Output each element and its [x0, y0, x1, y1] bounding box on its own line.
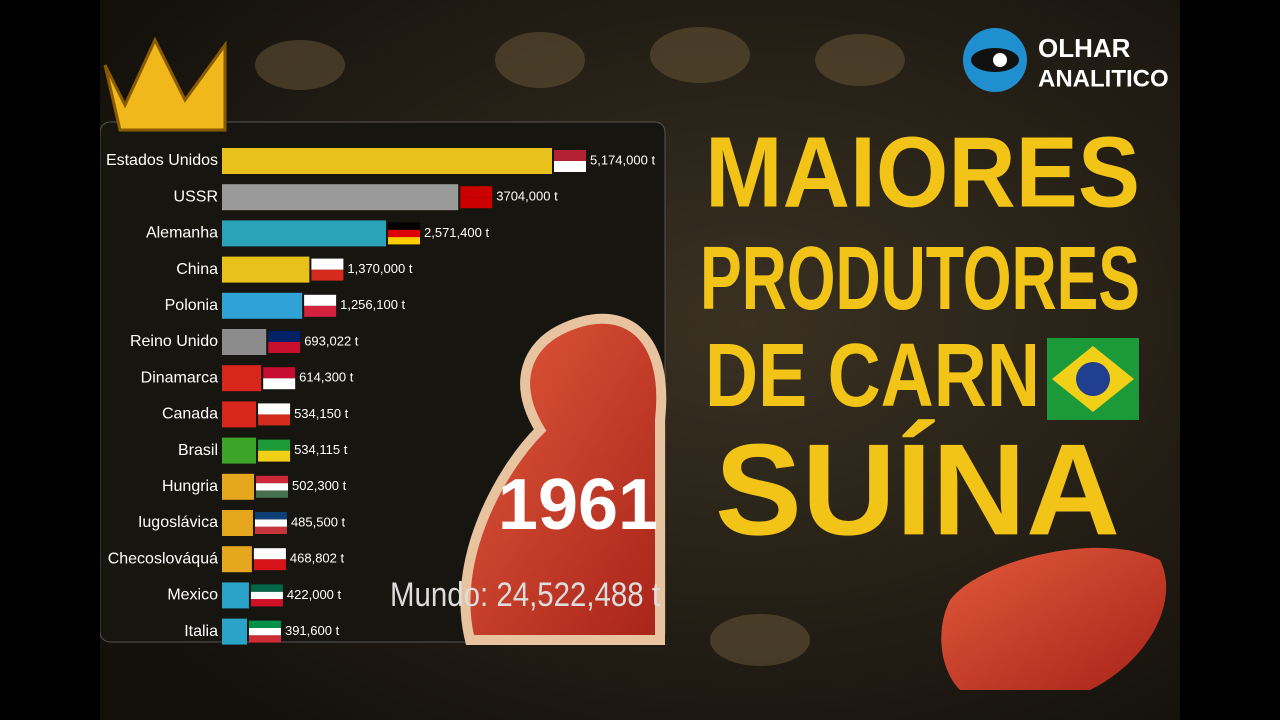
bar — [222, 510, 253, 536]
value-label: 468,802 t — [290, 551, 345, 566]
flag — [460, 186, 493, 198]
flag — [253, 548, 286, 560]
value-label: 5,174,000 t — [590, 152, 655, 167]
y-tick-label: China — [176, 261, 218, 278]
pig-silhouettes — [255, 27, 905, 666]
value-label: 693,022 t — [304, 333, 359, 348]
bar — [222, 256, 310, 283]
value-label: 1,370,000 t — [347, 261, 412, 276]
flag — [256, 483, 289, 491]
flag — [554, 161, 586, 172]
y-tick-label: Brasil — [178, 442, 218, 459]
value-label: 614,300 t — [299, 370, 354, 385]
value-label: 534,150 t — [294, 406, 349, 421]
bar — [222, 546, 252, 573]
meat-image — [460, 313, 667, 645]
flag — [268, 331, 301, 342]
bar — [222, 184, 459, 211]
flag — [256, 475, 289, 484]
flag — [258, 414, 291, 426]
y-tick-label: Polonia — [165, 297, 218, 314]
headline: MAIORES — [705, 116, 1140, 228]
flag — [250, 591, 283, 600]
letterbox — [1180, 0, 1280, 720]
flag — [248, 620, 281, 628]
bar — [222, 618, 247, 645]
y-tick-label: Alemanha — [146, 225, 218, 242]
flag — [248, 635, 281, 643]
value-label: 1,256,100 t — [340, 297, 405, 312]
flag — [254, 519, 287, 527]
flag — [256, 490, 289, 498]
headline: PRODUTORES — [700, 229, 1140, 329]
value-label: 534,115 t — [294, 442, 348, 457]
flag — [248, 627, 281, 636]
flag — [250, 584, 283, 592]
crown — [103, 36, 227, 132]
world-total: Mundo: 24,522,488 t — [390, 576, 660, 614]
y-tick-label: Checoslováquá — [108, 550, 218, 567]
flag — [250, 599, 283, 607]
brazil-flag — [1047, 338, 1139, 420]
flag — [388, 229, 421, 238]
flag — [311, 269, 344, 281]
flag — [254, 526, 287, 534]
value-label: 485,500 t — [291, 514, 346, 529]
flag — [388, 222, 421, 230]
bar — [222, 148, 552, 174]
flag — [263, 378, 296, 390]
bar — [222, 582, 249, 609]
y-tick-label: USSR — [174, 188, 218, 205]
flag — [258, 403, 291, 415]
value-label: 3704,000 t — [496, 189, 558, 204]
bar — [222, 329, 267, 355]
flag — [304, 294, 337, 306]
y-tick-label: Estados Unidos — [106, 152, 218, 169]
flag — [460, 197, 493, 209]
logo-text: OLHAR — [1038, 33, 1131, 63]
letterbox — [0, 0, 100, 720]
year-label: 1961 — [498, 465, 658, 545]
flag — [388, 237, 421, 245]
y-tick-label: Italia — [184, 623, 218, 640]
y-tick-label: Mexico — [167, 587, 218, 604]
headline: SUÍNA — [715, 416, 1120, 562]
y-tick-label: Iugoslávica — [138, 514, 218, 531]
value-label: 502,300 t — [292, 478, 347, 493]
bar — [222, 473, 255, 500]
flag — [258, 439, 291, 451]
headline: DE CARN — [705, 326, 1040, 426]
flag — [304, 305, 337, 317]
value-label: 422,000 t — [287, 587, 342, 602]
y-tick-label: Dinamarca — [141, 369, 218, 386]
value-label: 2,571,400 t — [424, 225, 489, 240]
meat-image — [941, 547, 1167, 690]
flag — [268, 342, 301, 353]
flag — [263, 367, 296, 379]
y-tick-label: Reino Unido — [130, 333, 218, 350]
flag — [253, 559, 286, 571]
y-tick-label: Hungria — [162, 478, 218, 495]
logo-text: ANALITICO — [1038, 65, 1169, 92]
flag — [258, 450, 291, 462]
bar — [222, 401, 257, 428]
flag — [254, 512, 287, 520]
y-tick-label: Canada — [162, 406, 218, 423]
flag — [311, 258, 344, 270]
bar — [222, 292, 303, 319]
bar — [222, 220, 387, 247]
bar — [222, 437, 257, 464]
flag — [554, 150, 586, 161]
logo-icon — [993, 53, 1007, 67]
bar — [222, 365, 262, 392]
value-label: 391,600 t — [285, 623, 340, 638]
